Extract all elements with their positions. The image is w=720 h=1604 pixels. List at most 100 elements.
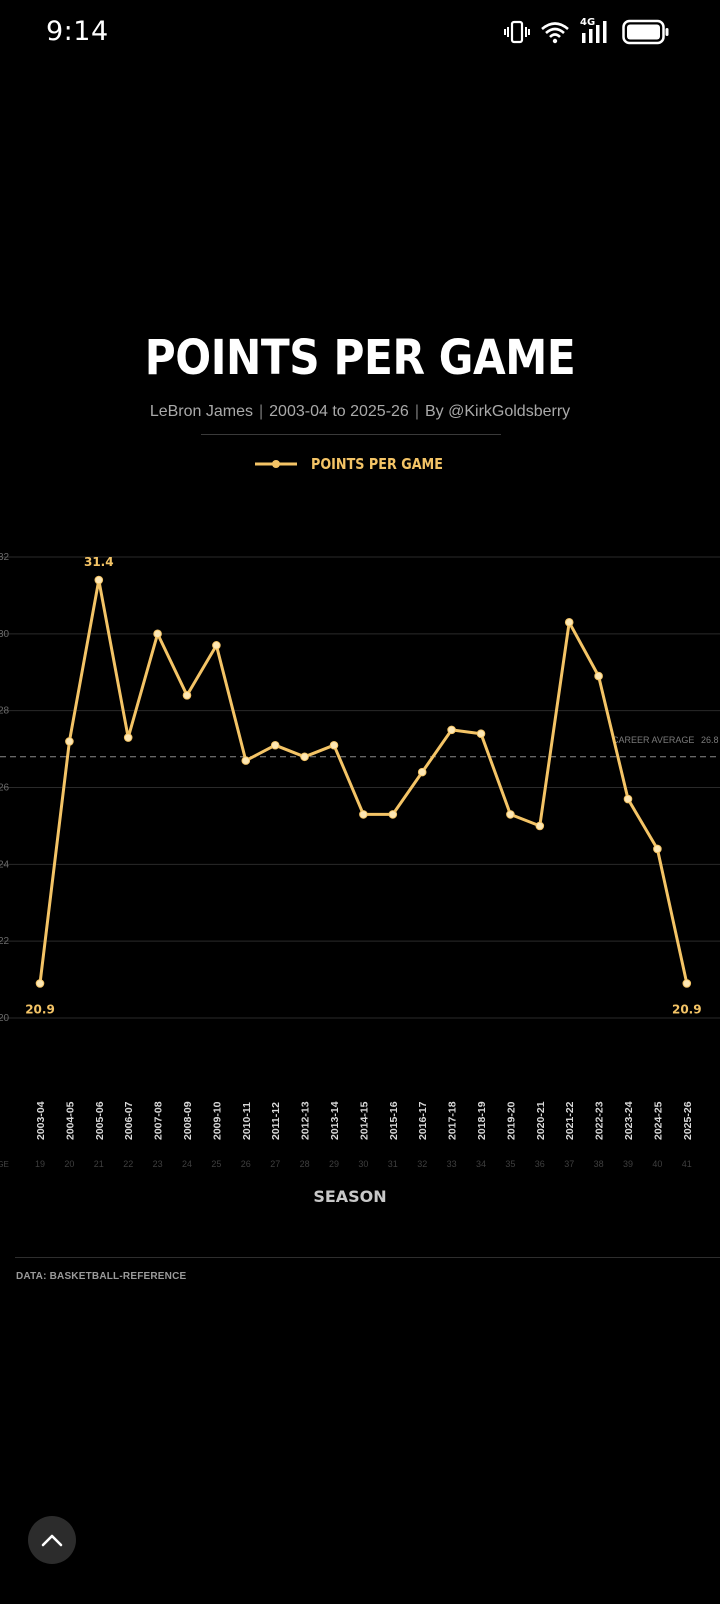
data-source: DATA: BASKETBALL-REFERENCE [16, 1271, 187, 1282]
data-point [123, 733, 133, 742]
status-time: 9:14 [46, 16, 109, 47]
x-tick-label: 2007-08 [153, 1101, 165, 1140]
age-label: 37 [564, 1159, 574, 1169]
vibrate-icon [504, 20, 530, 44]
age-label: 33 [447, 1159, 457, 1169]
x-tick-label: 2011-12 [270, 1102, 282, 1140]
age-label: 32 [417, 1159, 427, 1169]
age-label: 36 [535, 1159, 545, 1169]
x-tick-label: 2016-17 [417, 1101, 429, 1140]
age-label: 26 [241, 1159, 251, 1169]
age-label: 34 [476, 1159, 486, 1169]
age-label: 25 [211, 1159, 221, 1169]
x-tick-label: 2019-20 [505, 1101, 517, 1140]
x-tick-label: 2009-10 [211, 1101, 223, 1140]
x-tick-label: 2021-22 [564, 1101, 576, 1140]
x-tick-label: 2023-24 [623, 1101, 635, 1140]
data-point [417, 767, 427, 777]
cell-signal-icon: 4G [580, 17, 612, 45]
x-tick-label: 2005-06 [94, 1101, 106, 1140]
x-tick-label: 2013-14 [329, 1101, 341, 1140]
footer-divider [15, 1257, 720, 1258]
x-tick-label: 2025-26 [682, 1101, 694, 1140]
x-tick-label: 2010-11 [241, 1102, 253, 1140]
x-tick-label: 2018-19 [476, 1101, 488, 1140]
age-label: 41 [682, 1159, 692, 1169]
title-divider [201, 434, 501, 435]
data-point [388, 810, 398, 819]
points-per-game-chart: 20 22 24 26 28 30 32 CAREER AVERAGE 26.8 20.9 31.4… [0, 552, 720, 1206]
y-tick-label: 22 [0, 936, 10, 947]
x-axis-title: SEASON [313, 1187, 386, 1206]
age-label: 24 [182, 1159, 192, 1169]
x-tick-label: 2017-18 [447, 1101, 459, 1140]
legend-label: POINTS PER GAME [311, 455, 444, 473]
age-label: 40 [652, 1159, 662, 1169]
age-label: 20 [64, 1159, 74, 1169]
data-point [182, 691, 192, 700]
age-row-label: AGE [0, 1160, 9, 1169]
x-tick-label: 2006-07 [123, 1101, 135, 1140]
y-tick-label: 28 [0, 706, 10, 717]
data-point [65, 737, 74, 746]
data-point [564, 618, 574, 627]
data-point [359, 810, 368, 819]
data-point [476, 729, 486, 739]
age-label: 19 [35, 1159, 45, 1169]
data-point [35, 979, 45, 988]
battery-icon [622, 19, 669, 45]
scroll-to-top-button[interactable] [28, 1516, 76, 1564]
data-point [241, 756, 251, 765]
data-point [447, 725, 456, 735]
data-point [623, 794, 633, 804]
data-point [212, 641, 221, 650]
x-tick-label: 2024-25 [652, 1101, 664, 1140]
y-tick-label: 26 [0, 783, 10, 794]
chart-subtitle: LeBron James | 2003-04 to 2025-26 | By @Kirk… [149, 403, 571, 420]
data-point [153, 629, 162, 639]
x-tick-label: 2022-23 [594, 1101, 606, 1140]
y-tick-label: 20 [0, 1013, 10, 1024]
network-type: 4G [580, 17, 596, 28]
age-label: 27 [270, 1159, 280, 1169]
x-tick-label: 2015-16 [388, 1101, 400, 1140]
status-bar: 9:14 4G [0, 0, 720, 66]
y-tick-label: 30 [0, 629, 10, 640]
y-tick-label: 32 [0, 552, 10, 563]
x-tick-label: 2008-09 [182, 1101, 194, 1140]
age-label: 28 [300, 1159, 310, 1169]
age-label: 38 [594, 1159, 604, 1169]
data-label: 31.4 [84, 555, 114, 569]
x-tick-label: 2020-21 [535, 1101, 547, 1140]
x-tick-label: 2014-15 [358, 1101, 370, 1140]
career-average-value: 26.8 [701, 735, 719, 745]
subtitle-range: 2003-04 to 2025-26 [269, 403, 409, 420]
x-tick-label: 2012-13 [300, 1101, 312, 1140]
series-line [38, 578, 689, 985]
legend-line-icon [255, 460, 298, 468]
subtitle-author: By @KirkGoldsberry [424, 403, 571, 420]
age-label: 29 [329, 1159, 339, 1169]
data-label: 20.9 [672, 1002, 702, 1016]
data-point [506, 810, 515, 819]
data-point [94, 575, 104, 585]
data-point [329, 740, 339, 750]
chevron-up-icon [41, 1534, 63, 1547]
age-label: 23 [153, 1159, 163, 1169]
age-label: 30 [358, 1159, 368, 1169]
age-label: 35 [505, 1159, 515, 1169]
data-point [300, 752, 309, 762]
career-average-label: CAREER AVERAGE [612, 735, 694, 745]
data-point [653, 844, 662, 854]
x-tick-label: 2004-05 [64, 1101, 76, 1140]
data-label: 20.9 [25, 1002, 55, 1016]
data-point [682, 979, 692, 988]
data-point [594, 671, 603, 681]
age-label: 22 [123, 1159, 133, 1169]
chart-legend: POINTS PER GAME [0, 455, 720, 473]
chart-title: POINTS PER GAME [144, 330, 576, 386]
x-tick-label: 2003-04 [35, 1101, 47, 1140]
wifi-icon [541, 22, 569, 44]
status-icons: 4G [504, 17, 670, 46]
data-point [535, 821, 545, 831]
